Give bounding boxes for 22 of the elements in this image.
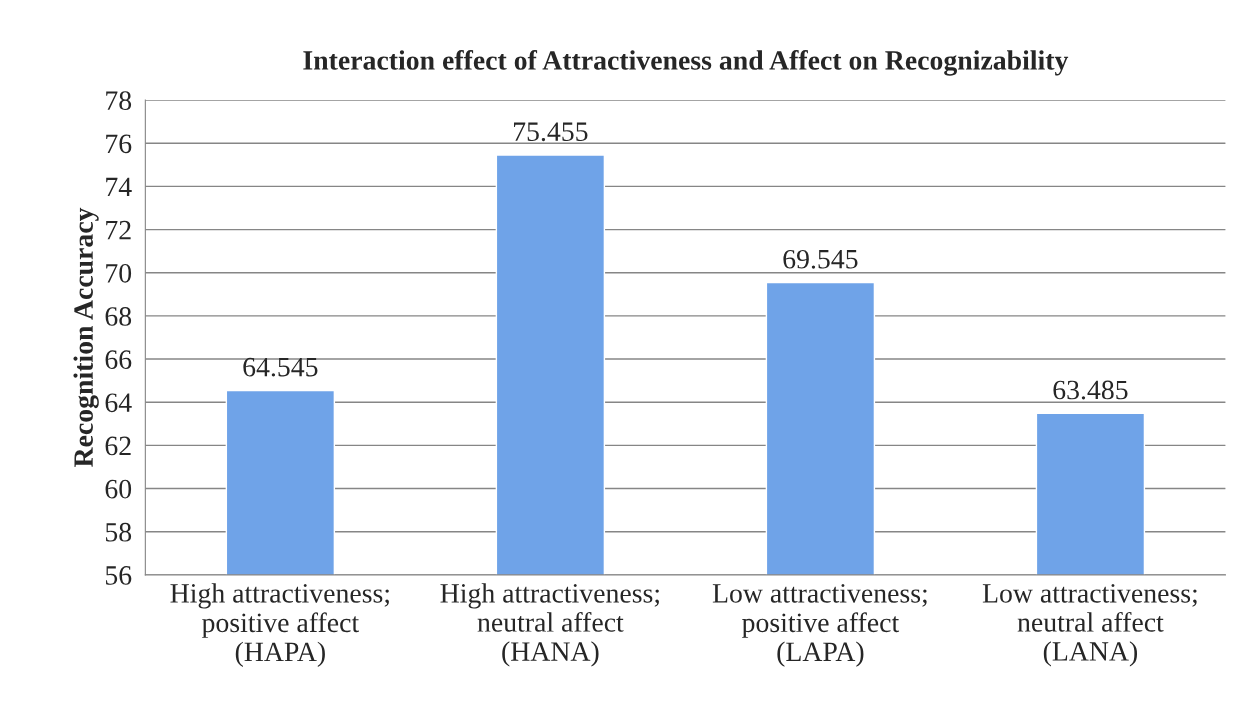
x-tick-label: Low attractiveness; neutral affect (LANA) — [982, 584, 1197, 667]
y-tick-label: 68 — [105, 307, 132, 326]
data-label: 63.485 — [1053, 380, 1128, 400]
y-tick-label: 74 — [106, 177, 132, 197]
chart-title: Interaction effect of Attractiveness and Affect on Recognizability — [303, 49, 1069, 76]
x-tick-label: High attractiveness; neutral affect (HANA) — [440, 583, 659, 667]
data-label: 64.545 — [243, 357, 318, 377]
y-tick-label: 62 — [105, 436, 131, 456]
y-tick-label: 78 — [106, 91, 132, 111]
y-tick-label: 58 — [105, 522, 132, 542]
data-label: 75.455 — [514, 122, 588, 142]
y-tick-label: 56 — [105, 566, 132, 585]
y-tick-label: 76 — [106, 134, 132, 154]
y-tick-label: 66 — [105, 350, 132, 369]
data-label: 69.545 — [783, 249, 858, 269]
y-tick-label: 64 — [105, 393, 132, 413]
y-axis-title: Recognition Accuracy — [73, 207, 99, 467]
x-tick-label: High attractiveness; positive affect (HAPA) — [170, 583, 389, 667]
x-tick-label: Low attractiveness; positive affect (LAPA) — [712, 584, 927, 667]
y-tick-label: 72 — [106, 220, 131, 240]
y-tick-label: 70 — [106, 263, 132, 283]
y-tick-label: 60 — [105, 479, 132, 499]
